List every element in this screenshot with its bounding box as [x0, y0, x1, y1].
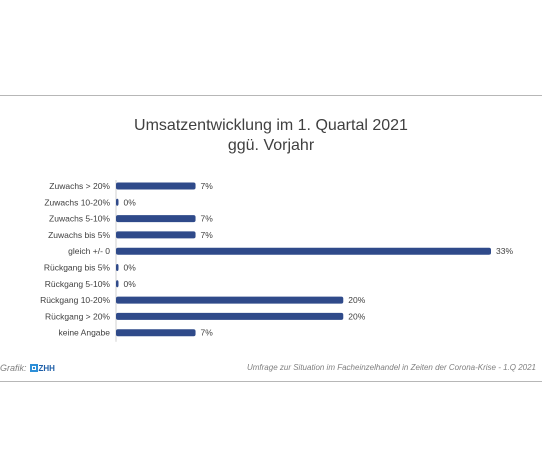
category-label-rueckgang-5-10: Rückgang 5-10%: [45, 279, 111, 289]
category-label-zuwachs-5-10: Zuwachs 5-10%: [49, 214, 110, 224]
bar-rueckgang-bis-5: [116, 264, 119, 271]
category-label-zuwachs-10-20: Zuwachs 10-20%: [44, 197, 110, 207]
bar-keine-angabe: [116, 329, 196, 337]
bar-rueckgang-5-10: [116, 280, 119, 288]
value-label-zuwachs-5-10: 7%: [201, 214, 214, 224]
chart-title: Umsatzentwicklung im 1. Quartal 2021 ggü…: [0, 116, 542, 156]
survey-note: Umfrage zur Situation im Facheinzelhande…: [246, 363, 536, 372]
value-label-rueckgang-5-10: 0%: [124, 279, 137, 289]
category-label-zuwachs-gt-20: Zuwachs > 20%: [49, 181, 110, 191]
zhh-logo-text: ZHH: [38, 363, 55, 373]
bar-rueckgang-10-20: [116, 296, 344, 304]
value-label-gleich-plusminus-0: 33%: [496, 246, 513, 256]
bar-rueckgang-gt-20: [116, 312, 344, 320]
category-label-gleich-plusminus-0: gleich +/- 0: [68, 246, 110, 256]
category-label-rueckgang-bis-5: Rückgang bis 5%: [44, 263, 111, 273]
value-label-keine-angabe: 7%: [201, 328, 214, 338]
bar-zuwachs-10-20: [116, 198, 119, 206]
chart-title-line-2: ggü. Vorjahr: [227, 137, 315, 154]
category-label-zuwachs-bis-5: Zuwachs bis 5%: [48, 230, 110, 240]
value-label-zuwachs-10-20: 0%: [124, 197, 137, 207]
category-label-rueckgang-gt-20: Rückgang > 20%: [45, 311, 110, 321]
zhh-logo-icon: [29, 364, 38, 372]
bar-zuwachs-bis-5: [116, 231, 196, 239]
value-label-zuwachs-gt-20: 7%: [201, 181, 214, 191]
bar-zuwachs-gt-20: [116, 182, 196, 190]
bottom-divider: [0, 381, 542, 382]
category-label-rueckgang-10-20: Rückgang 10-20%: [40, 295, 110, 305]
category-label-keine-angabe: keine Angabe: [58, 328, 110, 338]
value-label-rueckgang-gt-20: 20%: [348, 311, 365, 321]
bar-zuwachs-5-10: [116, 215, 196, 223]
credit-label: Grafik:: [0, 363, 27, 373]
value-label-rueckgang-10-20: 20%: [348, 295, 365, 305]
chart-credit: Grafik: ZHH: [0, 363, 55, 373]
top-divider: [0, 95, 542, 96]
zhh-logo: ZHH: [29, 363, 55, 373]
bar-gleich-plusminus-0: [116, 247, 491, 255]
chart-title-line-1: Umsatzentwicklung im 1. Quartal 2021: [134, 117, 408, 134]
value-label-rueckgang-bis-5: 0%: [124, 263, 137, 273]
value-label-zuwachs-bis-5: 7%: [201, 230, 214, 240]
